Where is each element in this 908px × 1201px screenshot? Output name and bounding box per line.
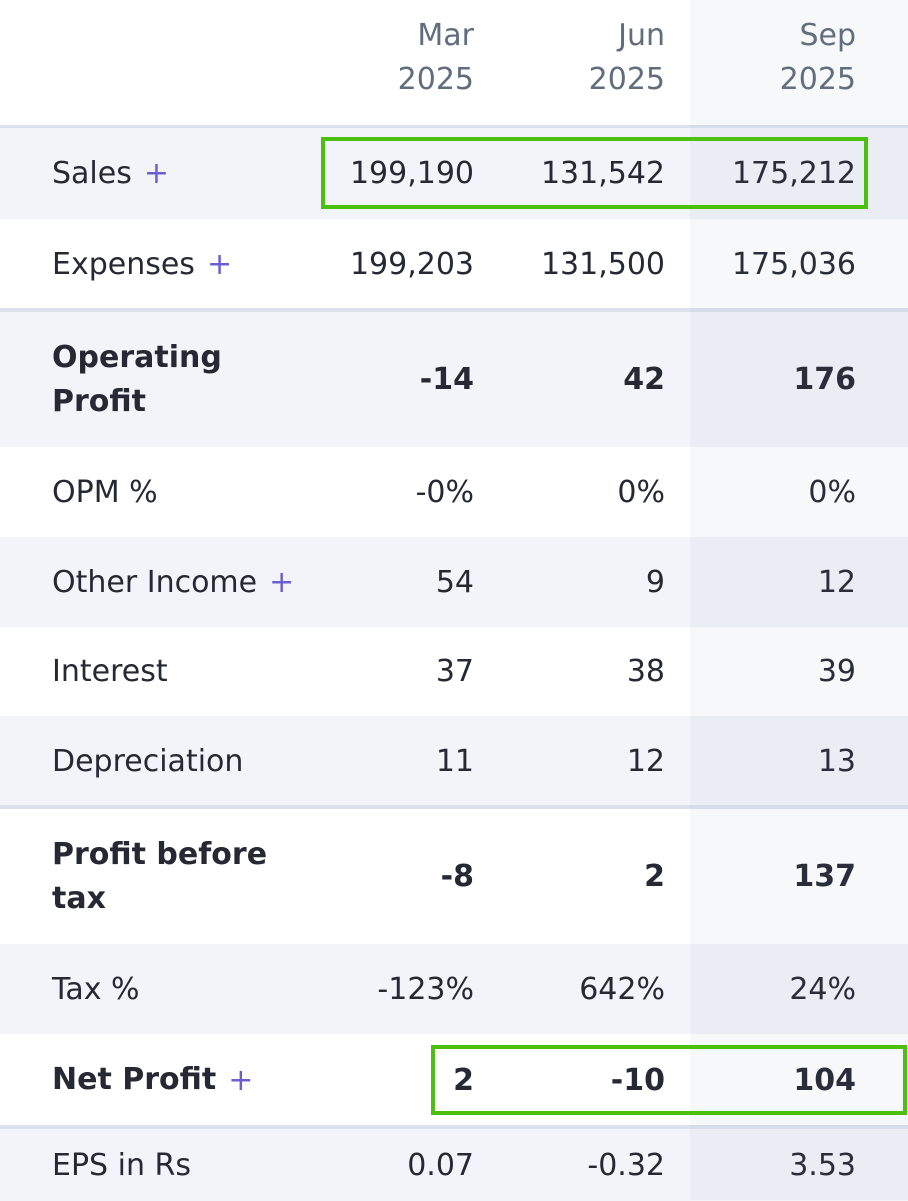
- cell-value: 38: [626, 654, 665, 689]
- section-divider: [0, 1125, 908, 1129]
- row-label: Interest: [52, 627, 168, 716]
- cell-value: 175,036: [731, 246, 856, 282]
- row-label: Expenses +: [52, 219, 232, 309]
- column-header-text: Mar 2025: [397, 18, 474, 97]
- row-label-text: Sales: [52, 156, 132, 191]
- highlight-box: [321, 137, 868, 209]
- cell-value: 137: [793, 859, 856, 894]
- cell-value: 13: [817, 743, 856, 779]
- row-label-text: Profit before tax: [52, 836, 268, 916]
- cell-value: 642%: [579, 971, 665, 1007]
- row-label-text: Expenses: [52, 246, 195, 282]
- cell-value: 37: [435, 654, 474, 689]
- cell-value: 2: [453, 1062, 474, 1098]
- table-row: [0, 716, 908, 806]
- row-label: Sales +: [52, 128, 169, 219]
- row-label-text: EPS in Rs: [52, 1147, 191, 1183]
- expand-button[interactable]: +: [143, 156, 169, 191]
- cell-value: 12: [817, 564, 856, 600]
- cell-value: -8: [440, 859, 474, 894]
- cell-value: 39: [817, 654, 856, 689]
- cell-value: 175,212: [731, 156, 856, 191]
- row-label-text: OPM %: [52, 474, 158, 510]
- expand-button[interactable]: +: [228, 1062, 254, 1098]
- row-label-text: Net Profit: [52, 1062, 217, 1097]
- cell-value: 199,190: [349, 156, 474, 191]
- cell-value: 176: [793, 362, 856, 397]
- cell-value: 11: [435, 743, 474, 779]
- cell-value: 12: [626, 743, 665, 779]
- header-divider: [0, 125, 908, 128]
- cell-value: 104: [793, 1062, 856, 1098]
- row-label-text: Depreciation: [52, 743, 244, 779]
- table-row: [0, 1129, 908, 1201]
- row-label: Operating Profit: [52, 312, 287, 447]
- cell-value: 131,542: [540, 156, 665, 191]
- row-label-text: Interest: [52, 654, 168, 689]
- column-header: Jun 2025: [465, 14, 665, 102]
- row-label-text: Other Income: [52, 564, 258, 600]
- row-label: Tax %: [52, 944, 140, 1034]
- cell-value: 0%: [808, 474, 856, 510]
- row-label: Net Profit +: [52, 1034, 253, 1126]
- cell-value: 42: [623, 362, 665, 397]
- row-label: Other Income +: [52, 537, 294, 627]
- table-row: [0, 312, 908, 447]
- row-label-text: Tax %: [52, 971, 140, 1007]
- cell-value: -10: [610, 1062, 665, 1098]
- table-row: [0, 128, 908, 219]
- expand-button[interactable]: +: [206, 246, 233, 282]
- column-header-text: Jun 2025: [588, 18, 665, 97]
- highlight-box: [431, 1045, 907, 1115]
- column-header-text: Sep 2025: [779, 18, 856, 97]
- cell-value: 2: [644, 859, 665, 894]
- current-column-shade: [690, 0, 908, 1200]
- row-label: EPS in Rs: [52, 1129, 191, 1201]
- row-label: Profit before tax: [52, 809, 287, 944]
- cell-value: -0.32: [587, 1147, 665, 1183]
- row-label: Depreciation: [52, 716, 243, 806]
- expand-button[interactable]: +: [269, 564, 295, 600]
- cell-value: 3.53: [789, 1147, 856, 1183]
- cell-value: 131,500: [540, 246, 665, 282]
- cell-value: 199,203: [349, 246, 474, 282]
- cell-value: 0.07: [407, 1147, 474, 1183]
- cell-value: 9: [645, 564, 665, 600]
- column-header: Sep 2025: [656, 14, 856, 102]
- cell-value: -0%: [415, 474, 474, 510]
- cell-value: -123%: [377, 971, 474, 1007]
- section-divider: [0, 805, 908, 809]
- cell-value: 0%: [617, 474, 665, 510]
- table-row: [0, 537, 908, 627]
- cell-value: 24%: [789, 971, 856, 1007]
- section-divider: [0, 308, 908, 312]
- table-row: [0, 944, 908, 1034]
- cell-value: -14: [419, 362, 474, 397]
- row-label: OPM %: [52, 447, 158, 537]
- row-label-text: Operating Profit: [52, 339, 222, 419]
- cell-value: 54: [435, 564, 474, 600]
- column-header: Mar 2025: [274, 14, 474, 102]
